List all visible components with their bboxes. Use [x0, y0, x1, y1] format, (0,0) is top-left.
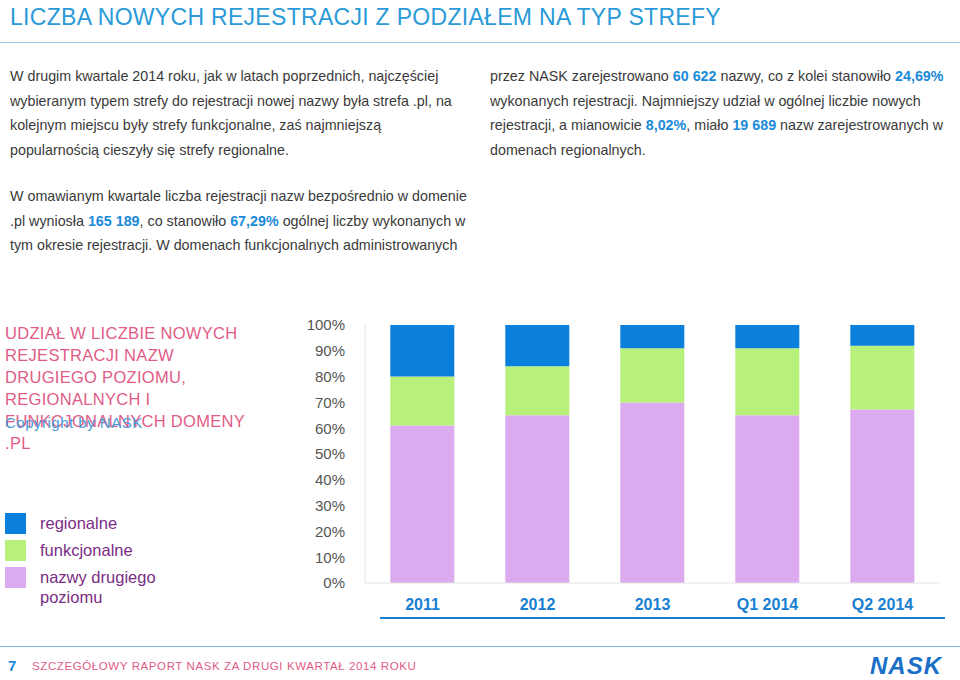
svg-text:2011: 2011: [405, 596, 440, 613]
html-text:funkcjonalne: funkcjonalne: [40, 541, 133, 559]
svg-text:30%: 30%: [315, 497, 345, 514]
html-text:nazwy drugiego poziomu: nazwy drugiego poziomu: [40, 568, 156, 606]
svg-text:60%: 60%: [315, 420, 345, 437]
svg-text:0%: 0%: [323, 574, 345, 591]
html-text:W drugim kwartale 2014 roku, j: W drugim kwartale 2014 roku, jak w latac…: [10, 68, 452, 158]
html-text:W omawianym kwartale liczba re: W omawianym kwartale liczba rejestracji …: [10, 68, 944, 253]
html-text:Copyright by NASK: Copyright by NASK: [5, 414, 143, 431]
svg-text:70%: 70%: [315, 394, 345, 411]
svg-text:10%: 10%: [315, 549, 345, 566]
svg-text:Q2 2014: Q2 2014: [852, 596, 913, 613]
svg-text:80%: 80%: [315, 368, 345, 385]
svg-text:90%: 90%: [315, 342, 345, 359]
html-text:LICZBA NOWYCH REJESTRACJI Z PO: LICZBA NOWYCH REJESTRACJI Z PODZIAŁEM NA…: [10, 4, 721, 30]
html-text:regionalne: regionalne: [40, 514, 118, 532]
svg-text:50%: 50%: [315, 445, 345, 462]
svg-text:100%: 100%: [307, 316, 345, 333]
html-text:SZCZEGÓŁOWY RAPORT NASK ZA DRU: SZCZEGÓŁOWY RAPORT NASK ZA DRUGI KWARTAŁ…: [32, 660, 417, 672]
svg-text:20%: 20%: [315, 523, 345, 540]
html-text:NASK: NASK: [870, 652, 942, 679]
html-text:7: 7: [8, 657, 17, 674]
svg-text:Q1 2014: Q1 2014: [737, 596, 798, 613]
svg-text:40%: 40%: [315, 471, 345, 488]
html-text:UDZIAŁ W LICZBIE NOWYCH REJEST: UDZIAŁ W LICZBIE NOWYCH REJESTRACJI NAZW…: [5, 324, 245, 452]
svg-text:2012: 2012: [520, 596, 556, 613]
svg-text:2013: 2013: [635, 596, 671, 613]
html-text:wykonanych rejestracji. Najmni: wykonanych rejestracji. Najmniejszy udzi…: [490, 92, 943, 158]
